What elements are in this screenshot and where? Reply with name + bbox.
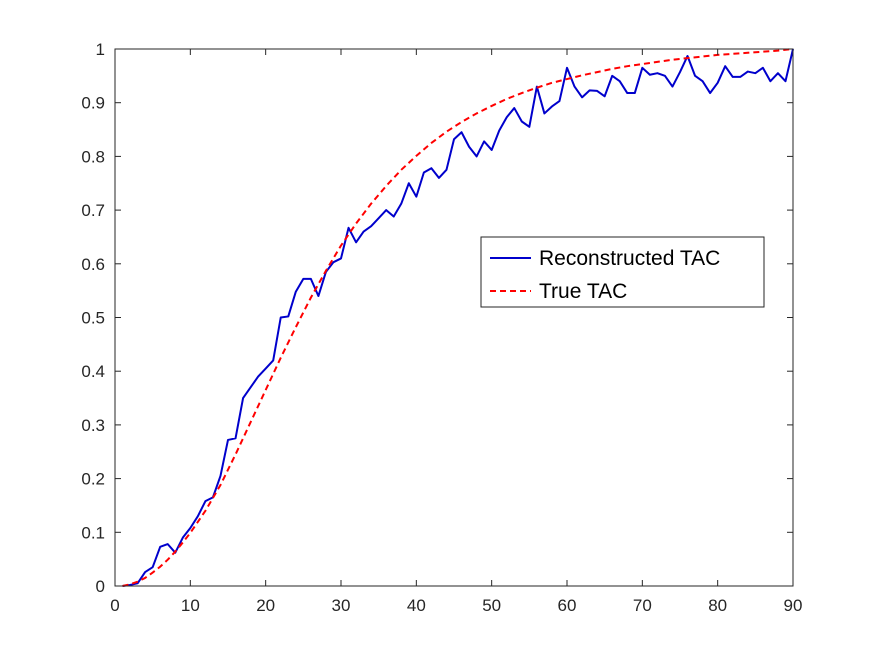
- x-tick-label: 40: [407, 596, 426, 615]
- y-tick-label: 0.2: [81, 470, 105, 489]
- legend-label-true-tac: True TAC: [539, 280, 627, 303]
- y-tick-label: 1: [96, 40, 105, 59]
- series-line-reconstructed-tac: [122, 48, 794, 587]
- y-tick-label: 0.7: [81, 201, 105, 220]
- y-tick-label: 0.6: [81, 255, 105, 274]
- y-tick-label: 0.4: [81, 362, 105, 381]
- y-tick-label: 0.8: [81, 147, 105, 166]
- x-tick-label: 0: [110, 596, 119, 615]
- x-tick-label: 50: [482, 596, 501, 615]
- legend-label-reconstructed-tac: Reconstructed TAC: [539, 247, 720, 270]
- y-tick-label: 0.5: [81, 309, 105, 328]
- series-line-true-tac: [122, 48, 794, 587]
- x-tick-label: 20: [256, 596, 275, 615]
- x-tick-label: 70: [633, 596, 652, 615]
- y-tick-label: 0: [96, 577, 105, 596]
- x-tick-label: 10: [181, 596, 200, 615]
- y-tick-label: 0.9: [81, 94, 105, 113]
- series-layer: [122, 48, 794, 587]
- plot-area: [115, 49, 793, 586]
- legend: Reconstructed TAC True TAC: [480, 236, 765, 308]
- legend-box: [480, 236, 765, 308]
- x-tick-label: 30: [332, 596, 351, 615]
- y-tick-label: 0.1: [81, 523, 105, 542]
- x-tick-label: 60: [558, 596, 577, 615]
- y-tick-label: 0.3: [81, 416, 105, 435]
- axes-layer: 0 10 20 30 40 50 60 70 80 90 0 0.1 0.2 0.3 0.4 0.5 0.6 0.…: [81, 40, 802, 615]
- x-tick-label: 80: [708, 596, 727, 615]
- x-tick-label: 90: [784, 596, 803, 615]
